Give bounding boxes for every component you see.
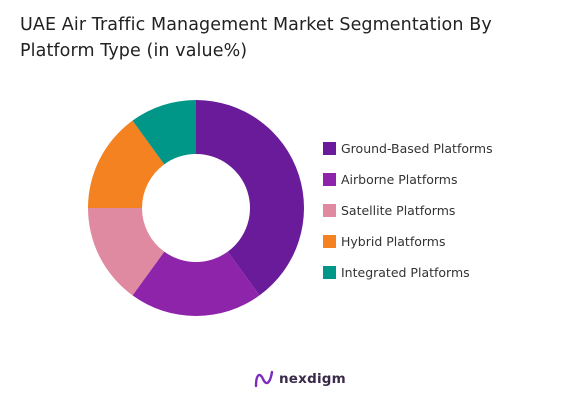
legend-item: Airborne Platforms (323, 164, 493, 195)
legend-swatch (323, 235, 336, 248)
legend-label: Integrated Platforms (341, 265, 470, 280)
chart-title: UAE Air Traffic Management Market Segmen… (20, 12, 540, 64)
legend-swatch (323, 266, 336, 279)
chart-title-line-1: UAE Air Traffic Management Market Segmen… (20, 15, 492, 35)
brand-name: nexdigm (279, 371, 346, 387)
chart-title-line-2: Platform Type (in value%) (20, 41, 248, 61)
legend-swatch (323, 173, 336, 186)
legend-item: Satellite Platforms (323, 195, 493, 226)
legend-label: Satellite Platforms (341, 203, 456, 218)
legend-swatch (323, 204, 336, 217)
brand-logo: nexdigm (254, 370, 346, 388)
legend-item: Integrated Platforms (323, 257, 493, 288)
donut-slice-airborne-platforms (132, 251, 260, 317)
donut-slice-satellite-platforms (88, 208, 165, 296)
legend-swatch (323, 142, 336, 155)
nexdigm-logo-icon (254, 370, 274, 388)
legend-label: Ground-Based Platforms (341, 141, 493, 156)
donut-slice-integrated-platforms (132, 100, 196, 165)
legend-item: Hybrid Platforms (323, 226, 493, 257)
chart-legend: Ground-Based Platforms Airborne Platforms… (323, 133, 493, 288)
legend-label: Hybrid Platforms (341, 234, 446, 249)
donut-slice-hybrid-platforms (88, 120, 165, 208)
legend-label: Airborne Platforms (341, 172, 458, 187)
donut-slice-ground-based-platforms (196, 100, 304, 296)
legend-item: Ground-Based Platforms (323, 133, 493, 164)
